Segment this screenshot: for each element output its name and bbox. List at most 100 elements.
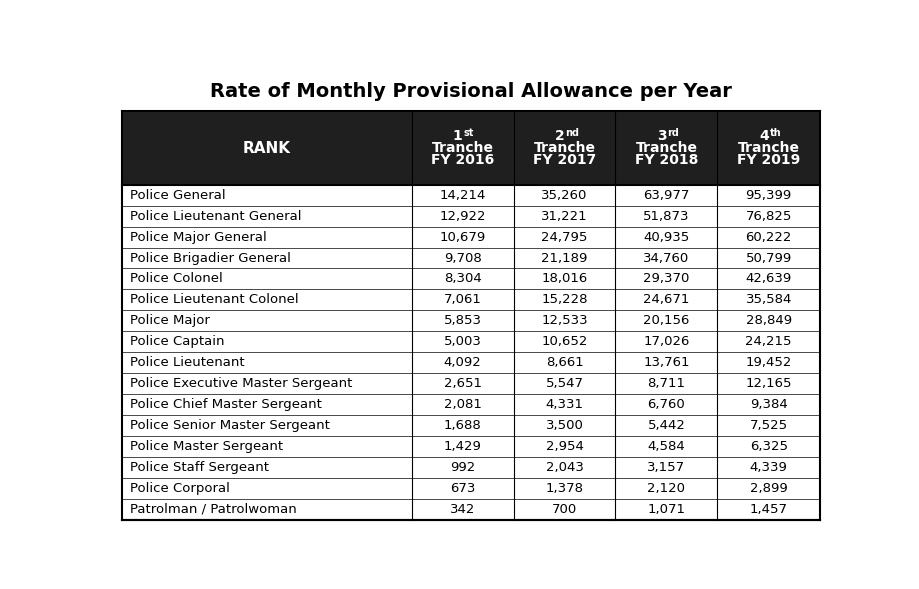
Text: 9,384: 9,384 bbox=[750, 398, 788, 411]
Text: 2: 2 bbox=[555, 129, 564, 143]
Bar bbox=[122, 227, 820, 247]
Bar bbox=[122, 269, 820, 289]
Text: 28,849: 28,849 bbox=[745, 315, 792, 327]
Text: 4,584: 4,584 bbox=[648, 440, 686, 453]
Text: Patrolman / Patrolwoman: Patrolman / Patrolwoman bbox=[130, 502, 297, 516]
Text: 12,922: 12,922 bbox=[439, 210, 486, 223]
Text: Tranche: Tranche bbox=[635, 141, 698, 155]
Text: 3,500: 3,500 bbox=[546, 419, 584, 432]
Text: 700: 700 bbox=[552, 502, 577, 516]
Text: 17,026: 17,026 bbox=[643, 335, 689, 348]
Text: 4: 4 bbox=[759, 129, 768, 143]
Text: 1,688: 1,688 bbox=[444, 419, 482, 432]
Bar bbox=[122, 499, 820, 519]
Text: 34,760: 34,760 bbox=[643, 252, 689, 264]
Bar bbox=[122, 436, 820, 457]
Text: 10,652: 10,652 bbox=[541, 335, 588, 348]
Text: 19,452: 19,452 bbox=[745, 356, 792, 369]
Bar bbox=[122, 247, 820, 269]
Text: Tranche: Tranche bbox=[534, 141, 596, 155]
Text: 21,189: 21,189 bbox=[541, 252, 588, 264]
Text: FY 2018: FY 2018 bbox=[635, 154, 698, 167]
Text: 24,795: 24,795 bbox=[541, 230, 588, 244]
Text: 8,661: 8,661 bbox=[546, 356, 584, 369]
Text: Police Lieutenant Colonel: Police Lieutenant Colonel bbox=[130, 293, 299, 306]
Text: 15,228: 15,228 bbox=[541, 293, 588, 306]
Text: 7,525: 7,525 bbox=[750, 419, 788, 432]
Text: 1,071: 1,071 bbox=[647, 502, 686, 516]
Text: 13,761: 13,761 bbox=[643, 356, 689, 369]
Bar bbox=[122, 206, 820, 227]
Bar bbox=[122, 289, 820, 310]
Bar bbox=[122, 310, 820, 331]
Text: 4,092: 4,092 bbox=[444, 356, 482, 369]
Bar bbox=[122, 457, 820, 478]
Text: FY 2017: FY 2017 bbox=[533, 154, 596, 167]
Text: Police Staff Sergeant: Police Staff Sergeant bbox=[130, 461, 269, 474]
Text: 20,156: 20,156 bbox=[643, 315, 689, 327]
Text: 6,760: 6,760 bbox=[648, 398, 686, 411]
Text: 8,711: 8,711 bbox=[647, 377, 686, 390]
Text: Tranche: Tranche bbox=[432, 141, 494, 155]
Text: 4,339: 4,339 bbox=[750, 461, 788, 474]
Text: 4,331: 4,331 bbox=[546, 398, 584, 411]
Text: 2,043: 2,043 bbox=[546, 461, 584, 474]
Text: 9,708: 9,708 bbox=[444, 252, 482, 264]
Text: 63,977: 63,977 bbox=[643, 188, 689, 201]
Text: 40,935: 40,935 bbox=[643, 230, 689, 244]
Text: 95,399: 95,399 bbox=[745, 188, 792, 201]
Text: Police Chief Master Sergeant: Police Chief Master Sergeant bbox=[130, 398, 323, 411]
Text: Police Senior Master Sergeant: Police Senior Master Sergeant bbox=[130, 419, 330, 432]
Text: Police Captain: Police Captain bbox=[130, 335, 225, 348]
Text: Police Lieutenant General: Police Lieutenant General bbox=[130, 210, 301, 223]
Bar bbox=[122, 415, 820, 436]
Text: 60,222: 60,222 bbox=[745, 230, 792, 244]
Text: 12,533: 12,533 bbox=[541, 315, 588, 327]
Bar bbox=[122, 373, 820, 394]
Text: Police Corporal: Police Corporal bbox=[130, 482, 231, 495]
Text: 673: 673 bbox=[450, 482, 475, 495]
Text: 51,873: 51,873 bbox=[643, 210, 689, 223]
Text: 3: 3 bbox=[657, 129, 666, 143]
Text: 7,061: 7,061 bbox=[444, 293, 482, 306]
Text: Police Major: Police Major bbox=[130, 315, 210, 327]
Text: 2,081: 2,081 bbox=[444, 398, 482, 411]
Bar bbox=[122, 185, 820, 206]
Text: 18,016: 18,016 bbox=[541, 273, 587, 286]
Text: 8,304: 8,304 bbox=[444, 273, 482, 286]
Text: Tranche: Tranche bbox=[738, 141, 800, 155]
Text: 2,651: 2,651 bbox=[444, 377, 482, 390]
Text: 5,853: 5,853 bbox=[444, 315, 482, 327]
Bar bbox=[122, 331, 820, 352]
Text: 992: 992 bbox=[450, 461, 475, 474]
Text: th: th bbox=[769, 128, 781, 138]
Bar bbox=[122, 394, 820, 415]
Text: 2,954: 2,954 bbox=[546, 440, 584, 453]
Text: Police Major General: Police Major General bbox=[130, 230, 267, 244]
Text: 12,165: 12,165 bbox=[745, 377, 792, 390]
Text: st: st bbox=[463, 128, 473, 138]
Text: Police General: Police General bbox=[130, 188, 226, 201]
Text: Police Brigadier General: Police Brigadier General bbox=[130, 252, 291, 264]
Text: 3,157: 3,157 bbox=[647, 461, 686, 474]
Bar bbox=[122, 478, 820, 499]
Text: Police Colonel: Police Colonel bbox=[130, 273, 223, 286]
Text: 76,825: 76,825 bbox=[745, 210, 792, 223]
Bar bbox=[122, 352, 820, 373]
Text: FY 2019: FY 2019 bbox=[737, 154, 800, 167]
Text: 14,214: 14,214 bbox=[439, 188, 486, 201]
Text: 6,325: 6,325 bbox=[750, 440, 788, 453]
Text: 29,370: 29,370 bbox=[643, 273, 689, 286]
Bar bbox=[122, 111, 820, 185]
Text: 42,639: 42,639 bbox=[745, 273, 792, 286]
Text: 24,215: 24,215 bbox=[745, 335, 792, 348]
Text: FY 2016: FY 2016 bbox=[431, 154, 494, 167]
Text: 1,457: 1,457 bbox=[750, 502, 788, 516]
Text: 50,799: 50,799 bbox=[745, 252, 792, 264]
Text: 342: 342 bbox=[450, 502, 475, 516]
Text: 10,679: 10,679 bbox=[439, 230, 486, 244]
Text: 1: 1 bbox=[453, 129, 462, 143]
Text: RANK: RANK bbox=[243, 141, 290, 155]
Text: 2,899: 2,899 bbox=[750, 482, 788, 495]
Text: nd: nd bbox=[565, 128, 579, 138]
